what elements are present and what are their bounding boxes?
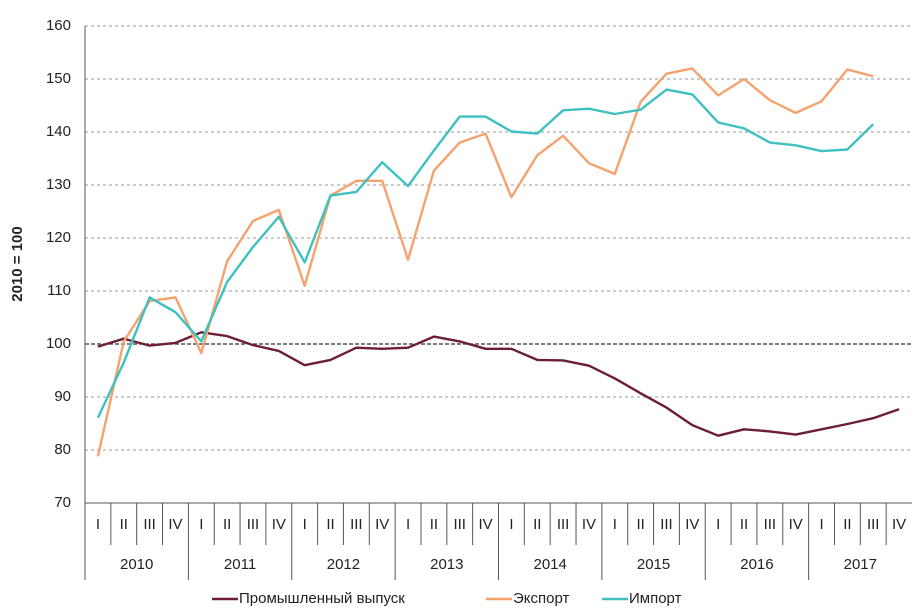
x-tick-label: II: [843, 516, 851, 533]
y-tick-label: 150: [46, 70, 71, 87]
year-label: 2010: [120, 556, 153, 573]
x-tick-label: II: [740, 516, 748, 533]
x-tick-label: I: [406, 516, 410, 533]
legend-label: Импорт: [629, 590, 682, 607]
series-line: [96, 88, 875, 419]
year-label: 2011: [224, 556, 256, 573]
x-tick-label: I: [716, 516, 720, 533]
x-tick-label: III: [660, 516, 673, 533]
x-tick-label: I: [96, 516, 100, 533]
y-tick-label: 80: [54, 441, 71, 458]
year-label: 2014: [534, 556, 567, 573]
y-tick-label: 120: [46, 229, 71, 246]
x-tick-label: IV: [478, 516, 492, 533]
x-tick-label: II: [326, 516, 334, 533]
x-tick-label: I: [613, 516, 617, 533]
x-tick-label: III: [557, 516, 570, 533]
x-tick-label: IV: [272, 516, 286, 533]
y-tick-label: 110: [47, 282, 71, 299]
x-tick-label: IV: [582, 516, 596, 533]
x-tick-label: IV: [892, 516, 906, 533]
x-tick-label: II: [223, 516, 231, 533]
x-tick-label: III: [143, 516, 156, 533]
x-tick-label: I: [199, 516, 203, 533]
y-tick-label: 100: [46, 335, 71, 352]
year-label: 2013: [430, 556, 463, 573]
x-tick-label: III: [764, 516, 777, 533]
year-label: 2012: [327, 556, 360, 573]
x-tick-label: IV: [789, 516, 803, 533]
y-tick-label: 140: [46, 123, 71, 140]
y-axis-label: 2010 = 100: [9, 226, 26, 302]
x-tick-label: II: [120, 516, 128, 533]
x-tick-label: I: [303, 516, 307, 533]
y-tick-label: 90: [54, 388, 71, 405]
legend-label: Экспорт: [513, 590, 569, 607]
x-tick-label: II: [430, 516, 438, 533]
x-tick-label: III: [247, 516, 260, 533]
year-label: 2017: [844, 556, 877, 573]
x-tick-label: I: [819, 516, 823, 533]
x-tick-label: III: [867, 516, 880, 533]
y-tick-label: 160: [46, 17, 71, 34]
year-label: 2015: [637, 556, 670, 573]
x-tick-label: IV: [168, 516, 182, 533]
x-tick-label: II: [533, 516, 541, 533]
legend-label: Промышленный выпуск: [239, 590, 405, 607]
x-tick-label: III: [453, 516, 466, 533]
y-tick-label: 70: [54, 494, 71, 511]
x-tick-label: IV: [375, 516, 389, 533]
x-tick-label: I: [509, 516, 513, 533]
series-line: [97, 331, 900, 437]
y-tick-label: 130: [46, 176, 71, 193]
x-tick-label: II: [636, 516, 644, 533]
x-tick-label: IV: [685, 516, 699, 533]
series-line: [96, 67, 874, 457]
year-label: 2016: [740, 556, 773, 573]
x-tick-label: III: [350, 516, 363, 533]
